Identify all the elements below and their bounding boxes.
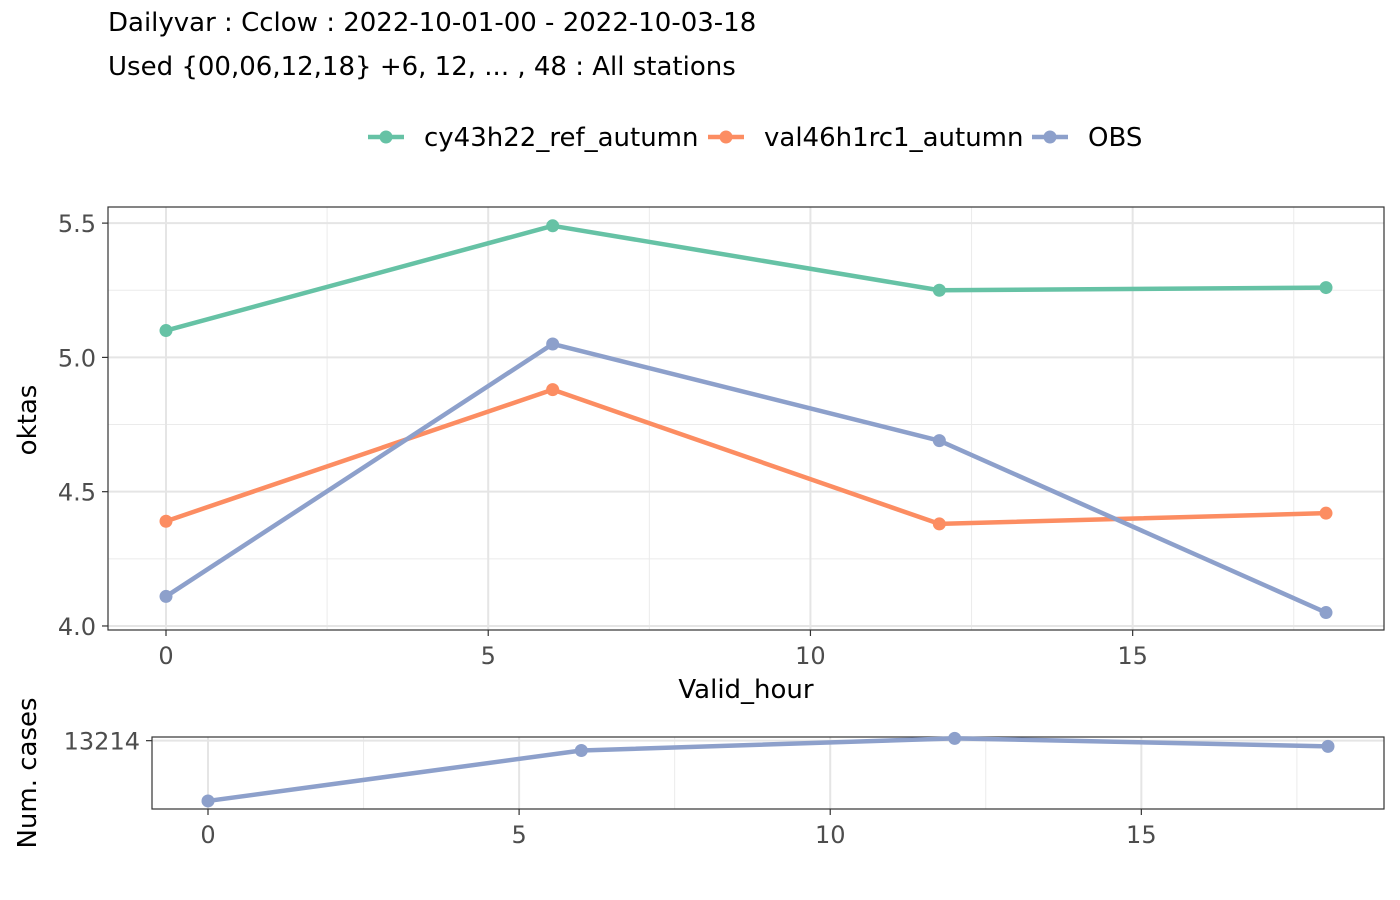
num-cases-point — [948, 731, 962, 745]
data-point-val46h1rc1_autumn — [1319, 506, 1333, 520]
legend-key-point — [719, 130, 733, 144]
data-point-OBS — [1319, 606, 1333, 620]
x-tick-label: 15 — [1117, 642, 1148, 670]
legend-label-cy43h22_ref_autumn: cy43h22_ref_autumn — [424, 123, 699, 153]
y-tick-label: 5.5 — [58, 210, 96, 238]
num-cases-axis-title: Num. cases — [13, 697, 43, 848]
data-point-cy43h22_ref_autumn — [1319, 281, 1333, 295]
y-axis-title: oktas — [13, 385, 43, 456]
main-plot-border — [107, 206, 1385, 631]
y-tick-label: 4.5 — [58, 479, 96, 507]
main-axes: 0 5 10 15 4.0 4.5 5.0 5.5 — [58, 210, 1148, 670]
y-tick-label: 4.0 — [58, 613, 96, 641]
num-cases-x-tick-label: 0 — [200, 821, 215, 849]
num-cases-point — [201, 794, 215, 808]
series-line-cy43h22_ref_autumn — [165, 223, 1327, 333]
legend-label-val46h1rc1_autumn: val46h1rc1_autumn — [764, 123, 1024, 153]
y-tick-label: 5.0 — [58, 344, 96, 372]
main-plot-panel: 0 5 10 15 4.0 4.5 5.0 5.5 — [58, 206, 1385, 670]
data-point-OBS — [546, 337, 560, 351]
legend: cy43h22_ref_autumn val46h1rc1_autumn OBS — [368, 123, 1142, 153]
legend-key-point — [1043, 130, 1057, 144]
data-point-val46h1rc1_autumn — [546, 383, 560, 397]
num-cases-point — [1321, 739, 1335, 753]
x-tick-label: 10 — [795, 642, 826, 670]
num-cases-line — [207, 736, 1329, 804]
main-grid — [108, 207, 1384, 630]
num-cases-point — [574, 744, 588, 758]
data-point-cy43h22_ref_autumn — [159, 324, 173, 338]
num-cases-axes: 0 5 10 15 13214 — [64, 728, 1157, 849]
chart-title-line-2: Used {00,06,12,18} +6, 12, ... , 48 : Al… — [108, 52, 736, 82]
num-cases-y-tick-label: 13214 — [64, 728, 140, 756]
x-tick-label: 0 — [158, 642, 173, 670]
num-cases-x-tick-label: 15 — [1126, 821, 1157, 849]
num-cases-border — [151, 736, 1385, 810]
num-cases-panel: 0 5 10 15 13214 — [64, 728, 1385, 849]
num-cases-series — [201, 731, 1335, 808]
num-cases-grid — [152, 737, 1384, 809]
data-point-OBS — [159, 589, 173, 603]
main-series — [159, 219, 1333, 620]
num-cases-x-tick-label: 10 — [815, 821, 846, 849]
data-point-cy43h22_ref_autumn — [932, 283, 946, 297]
num-cases-x-tick-label: 5 — [511, 821, 526, 849]
x-tick-label: 5 — [481, 642, 496, 670]
legend-key-point — [379, 130, 393, 144]
legend-label-OBS: OBS — [1088, 123, 1142, 153]
series-line-OBS — [164, 341, 1327, 615]
x-axis-title: Valid_hour — [678, 675, 814, 705]
series-line-val46h1rc1_autumn — [165, 387, 1327, 527]
data-point-val46h1rc1_autumn — [932, 517, 946, 531]
data-point-OBS — [932, 434, 946, 448]
data-point-cy43h22_ref_autumn — [546, 219, 560, 233]
data-point-val46h1rc1_autumn — [159, 514, 173, 528]
chart-title-line-1: Dailyvar : Cclow : 2022-10-01-00 - 2022-… — [108, 8, 757, 38]
